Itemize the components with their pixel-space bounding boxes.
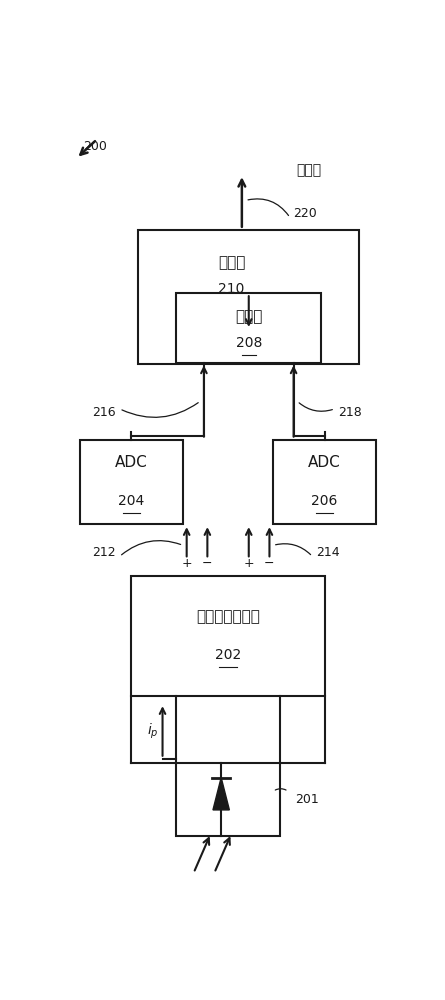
Bar [138,230,359,364]
Text: 212: 212 [93,546,116,559]
Text: 216: 216 [93,406,116,419]
Text: 204: 204 [118,494,145,508]
Text: 处理器: 处理器 [218,255,245,270]
Text: 200: 200 [83,140,107,153]
Text: −: − [264,557,275,570]
Polygon shape [213,778,229,810]
Bar [273,440,376,524]
Text: 208: 208 [235,336,262,350]
Text: 206: 206 [312,494,338,508]
Text: 温度値: 温度値 [296,163,322,177]
Text: ADC: ADC [115,455,148,470]
Text: 201: 201 [295,793,319,806]
Text: 210: 210 [218,282,245,296]
Text: 选择器: 选择器 [235,309,263,324]
Text: 214: 214 [316,546,340,559]
Bar [80,440,183,524]
Text: ADC: ADC [308,455,341,470]
Text: +: + [182,557,192,570]
Text: 202: 202 [215,648,241,662]
Text: 218: 218 [338,406,362,419]
Text: +: + [243,557,254,570]
Text: $i_p$: $i_p$ [147,721,159,741]
Text: 220: 220 [294,207,317,220]
Bar [176,763,280,836]
Bar [132,576,325,696]
Text: −: − [202,557,213,570]
Text: 差分放大器电路: 差分放大器电路 [196,609,260,624]
Bar [176,293,321,363]
